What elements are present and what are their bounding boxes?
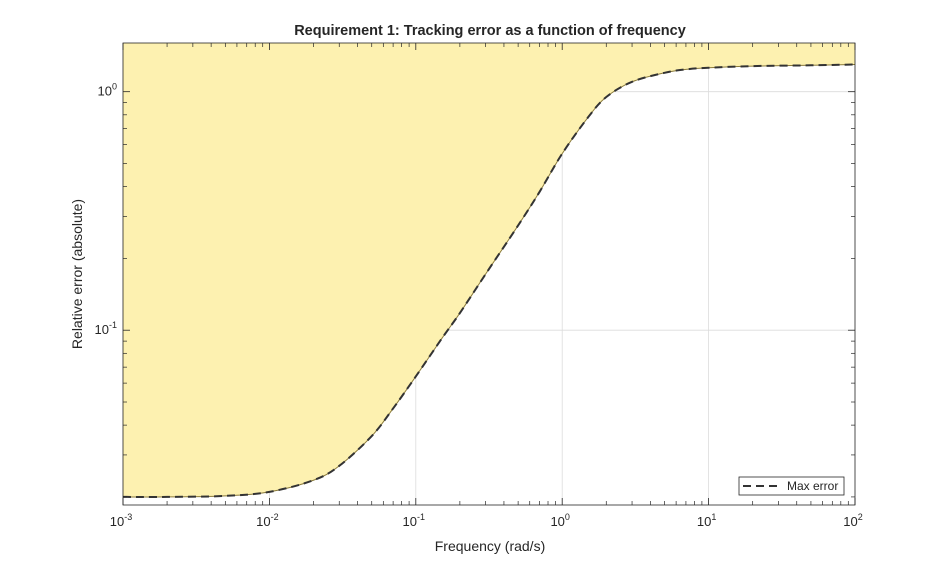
- legend-entry-max-error: Max error: [787, 479, 838, 493]
- x-axis-label: Frequency (rad/s): [435, 538, 545, 554]
- tick-marks: [122, 43, 856, 505]
- x-tick-exponent: 1: [711, 512, 716, 522]
- y-tick-exponent: 0: [112, 82, 117, 92]
- chart-title: Requirement 1: Tracking error as a funct…: [294, 23, 686, 39]
- x-tick-label: 10-1: [403, 512, 425, 529]
- x-tick-exponent: 2: [858, 512, 863, 522]
- y-tick-base: 10: [95, 322, 109, 337]
- shaded-region: [123, 43, 855, 497]
- x-tick-labels: 10-3 10-2 10-1 100 101 102: [110, 512, 863, 529]
- axes-box: [122, 42, 856, 506]
- x-tick-label: 102: [843, 512, 862, 529]
- x-tick-exponent: -1: [417, 512, 425, 522]
- legend-box: [738, 476, 845, 496]
- y-tick-label: 100: [98, 82, 117, 99]
- x-tick-exponent: -2: [271, 512, 279, 522]
- x-tick-base: 10: [550, 514, 564, 529]
- x-tick-label: 100: [550, 512, 569, 529]
- x-tick-label: 10-2: [256, 512, 278, 529]
- y-axis-label: Relative error (absolute): [69, 199, 85, 349]
- legend: Max error: [738, 476, 845, 496]
- x-tick-label: 10-3: [110, 512, 132, 529]
- x-tick-base: 10: [403, 514, 417, 529]
- x-tick-exponent: 0: [565, 512, 570, 522]
- x-tick-base: 10: [110, 514, 124, 529]
- y-tick-label: 10-1: [95, 320, 117, 337]
- y-tick-base: 10: [98, 84, 112, 99]
- series-line-max-error: [122, 63, 856, 498]
- x-tick-base: 10: [697, 514, 711, 529]
- x-tick-exponent: -3: [124, 512, 132, 522]
- y-tick-exponent: -1: [109, 320, 117, 330]
- x-tick-base: 10: [843, 514, 857, 529]
- x-tick-label: 101: [697, 512, 716, 529]
- x-tick-base: 10: [256, 514, 270, 529]
